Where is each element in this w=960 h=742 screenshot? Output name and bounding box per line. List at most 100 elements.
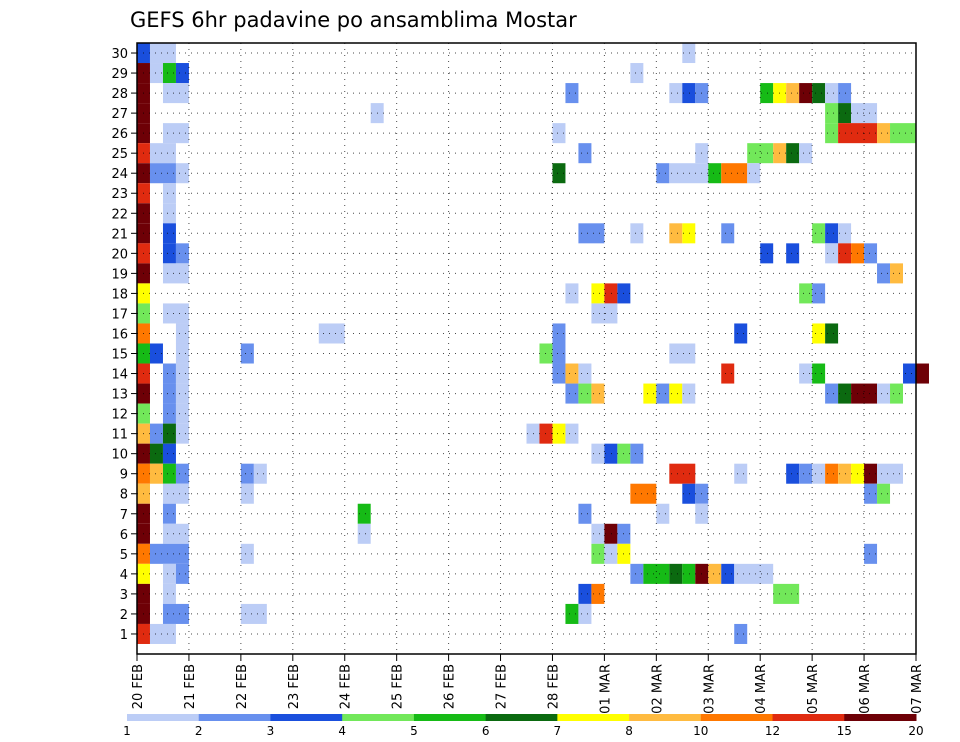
legend-swatch <box>772 714 845 721</box>
cell-member-26 <box>162 123 189 144</box>
cell-member-11 <box>526 423 540 444</box>
cell-member-9 <box>812 463 826 484</box>
chart-title: GEFS 6hr padavine po ansamblima Mostar <box>130 8 577 32</box>
x-tick-label: 21 FEB <box>183 664 198 709</box>
cell-member-11 <box>162 423 176 444</box>
cell-member-14 <box>903 363 916 384</box>
cell-member-21 <box>162 223 176 244</box>
cell-member-3 <box>578 583 592 604</box>
legend-label: 3 <box>267 724 275 738</box>
legend-swatch <box>127 714 200 721</box>
x-tick-label: 24 FEB <box>339 664 354 709</box>
cell-member-24 <box>175 163 189 184</box>
cell-member-28 <box>786 83 800 104</box>
cell-member-14 <box>552 363 566 384</box>
cell-member-30 <box>682 43 696 64</box>
cell-member-21 <box>812 223 826 244</box>
x-axis: 20 FEB 21 FEB 22 FEB 23 FEB 24 FEB 25 FEB 26 F… <box>131 654 925 714</box>
grid-lines <box>137 43 916 654</box>
cell-member-4 <box>682 563 696 584</box>
cell-member-2 <box>240 603 267 624</box>
legend-swatch <box>198 714 271 721</box>
cell-member-24 <box>656 163 670 184</box>
cell-member-13 <box>682 383 696 404</box>
cell-member-20 <box>786 243 800 264</box>
cell-member-9 <box>240 463 254 484</box>
cell-member-7 <box>656 503 670 524</box>
cell-member-21 <box>682 223 696 244</box>
y-tick-label: 3 <box>120 588 128 603</box>
cell-member-27 <box>825 103 839 124</box>
cell-member-21 <box>838 223 852 244</box>
y-tick-label: 15 <box>111 348 128 363</box>
cell-member-13 <box>565 383 579 404</box>
cell-member-20 <box>838 243 852 264</box>
y-tick-label: 25 <box>111 147 128 162</box>
cell-member-5 <box>604 543 618 564</box>
cell-member-28 <box>669 83 683 104</box>
cell-member-25 <box>786 143 800 164</box>
y-tick-label: 20 <box>111 247 128 262</box>
cell-member-14 <box>916 363 929 384</box>
cell-member-24 <box>669 163 709 184</box>
cell-member-26 <box>890 123 916 144</box>
cell-member-9 <box>864 463 878 484</box>
legend-swatch <box>557 714 630 721</box>
cell-member-25 <box>747 143 774 164</box>
y-tick-label: 1 <box>120 628 128 643</box>
cell-member-25 <box>578 143 592 164</box>
cell-member-13 <box>162 383 176 404</box>
cell-member-15 <box>175 343 189 364</box>
cell-member-20 <box>162 243 176 264</box>
legend-swatch <box>413 714 487 721</box>
x-tick-label: 04 MAR <box>754 664 769 714</box>
cell-member-9 <box>149 463 163 484</box>
cell-member-2 <box>162 603 189 624</box>
cell-member-14 <box>578 363 592 384</box>
x-tick-label: 01 MAR <box>598 664 613 714</box>
y-tick-label: 22 <box>111 207 128 222</box>
cell-member-9 <box>253 463 267 484</box>
y-tick-label: 30 <box>111 47 128 62</box>
y-tick-label: 17 <box>111 307 128 322</box>
cell-member-29 <box>149 63 163 84</box>
x-tick-label: 05 MAR <box>806 664 821 714</box>
x-tick-label: 03 MAR <box>702 664 717 714</box>
cell-member-19 <box>890 263 904 284</box>
cell-member-20 <box>825 243 839 264</box>
cell-member-10 <box>591 443 605 464</box>
cell-member-7 <box>162 503 176 524</box>
cell-member-5 <box>240 543 254 564</box>
cell-member-13 <box>890 383 904 404</box>
cell-member-14 <box>812 363 826 384</box>
cell-member-28 <box>162 83 189 104</box>
cell-member-16 <box>552 323 566 344</box>
x-tick-label: 28 FEB <box>546 664 561 709</box>
cell-member-21 <box>721 223 735 244</box>
cell-member-2 <box>578 603 592 624</box>
cell-member-10 <box>149 443 163 464</box>
cell-member-23 <box>162 183 176 204</box>
cell-member-17 <box>162 303 189 324</box>
cell-member-9 <box>799 463 813 484</box>
cell-member-22 <box>162 203 176 224</box>
cell-member-18 <box>565 283 579 304</box>
cell-member-20 <box>760 243 774 264</box>
cell-member-8 <box>877 483 891 504</box>
cell-member-24 <box>149 163 176 184</box>
cell-member-4 <box>669 563 683 584</box>
x-tick-label: 06 MAR <box>858 664 873 714</box>
cell-member-11 <box>565 423 579 444</box>
cell-member-3 <box>591 583 605 604</box>
cell-member-11 <box>149 423 163 444</box>
cell-member-28 <box>812 83 826 104</box>
cell-member-28 <box>682 83 696 104</box>
cell-member-20 <box>175 243 189 264</box>
plot-frame <box>136 42 917 655</box>
cell-member-21 <box>825 223 839 244</box>
cell-member-8 <box>240 483 254 504</box>
cell-member-15 <box>669 343 696 364</box>
legend-label: 1 <box>123 724 131 738</box>
cell-member-15 <box>552 343 566 364</box>
